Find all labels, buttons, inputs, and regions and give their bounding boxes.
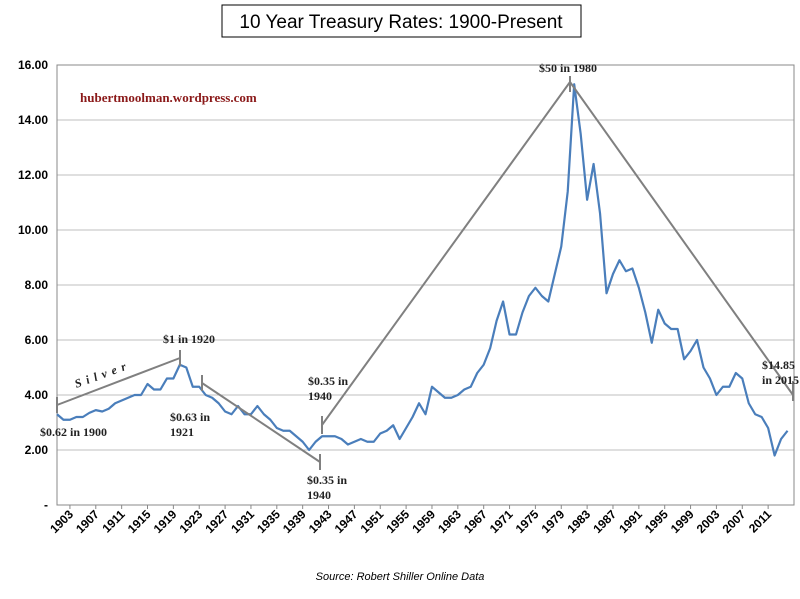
annotation: 1940 (308, 389, 332, 403)
x-tick-label: 1927 (202, 507, 231, 536)
x-tick-label: 1979 (539, 507, 568, 536)
x-tick-label: 1983 (564, 507, 593, 536)
chart-title: 10 Year Treasury Rates: 1900-Present (239, 12, 563, 33)
x-tick-label: 1923 (177, 507, 206, 536)
annotation-line (201, 382, 321, 463)
y-tick-label: 4.00 (25, 388, 49, 402)
x-tick-label: 1951 (358, 507, 387, 536)
x-tick-label: 1995 (642, 507, 671, 536)
annotation: 1940 (307, 488, 331, 502)
x-tick-label: 1931 (228, 507, 257, 536)
x-tick-label: 1991 (616, 507, 645, 536)
annotation: $1 in 1920 (163, 332, 215, 346)
x-tick-label: 1987 (590, 507, 619, 536)
y-tick-label: 8.00 (25, 278, 49, 292)
annotation-lines (56, 76, 794, 470)
x-tick-label: 1939 (280, 507, 309, 536)
x-tick-label: 1999 (668, 507, 697, 536)
x-tick-label: 1915 (125, 507, 154, 536)
x-tick-label: 1947 (332, 507, 361, 536)
y-tick-label: 12.00 (18, 168, 48, 182)
title-box (221, 4, 582, 38)
x-tick-label: 1919 (151, 507, 180, 536)
annotation: $0.63 in (170, 410, 210, 424)
y-tick-label: 16.00 (18, 58, 48, 72)
annotation: $14.85 (762, 358, 795, 372)
plot-border (56, 64, 795, 506)
annotation: $0.35 in (308, 374, 348, 388)
y-tick-label: 6.00 (25, 333, 49, 347)
y-tick-label: 14.00 (18, 113, 48, 127)
x-tick-label: 2003 (694, 507, 723, 536)
x-tick-label: 1955 (383, 507, 412, 536)
x-tick-label: 1959 (409, 507, 438, 536)
annotation: $50 in 1980 (539, 61, 597, 75)
x-tick-label: 1935 (254, 507, 283, 536)
y-tick-label: - (44, 498, 48, 512)
annotation-line (321, 80, 794, 426)
x-tick-label: 1907 (73, 507, 102, 536)
x-tick-label: 1903 (47, 507, 76, 536)
x-tick-label: 1943 (306, 507, 335, 536)
x-tick-label: 2007 (720, 507, 749, 536)
annotation: $0.62 in 1900 (40, 425, 107, 439)
x-tick-label: 1911 (99, 507, 128, 536)
data-line (56, 83, 789, 457)
x-tick-label: 1963 (435, 507, 464, 536)
x-tick-label: 2011 (746, 507, 775, 536)
y-tick-label: 10.00 (18, 223, 48, 237)
x-tick-label: 1967 (461, 507, 490, 536)
y-tick-label: 2.00 (25, 443, 49, 457)
annotation: in 2015 (762, 373, 799, 387)
annotation: Silver (73, 358, 133, 391)
annotation-line (56, 357, 181, 406)
source-note: Source: Robert Shiller Online Data (316, 571, 485, 583)
x-tick-label: 1971 (487, 507, 516, 536)
annotation: 1921 (170, 425, 194, 439)
plot-area: - 2.00 4.00 6.00 8.00 10.00 12.00 14.00 16.00 190… (18, 58, 795, 536)
x-tick-label: 1975 (513, 507, 542, 536)
annotation: $0.35 in (307, 473, 347, 487)
watermark: hubertmoolman.wordpress.com (80, 90, 257, 105)
